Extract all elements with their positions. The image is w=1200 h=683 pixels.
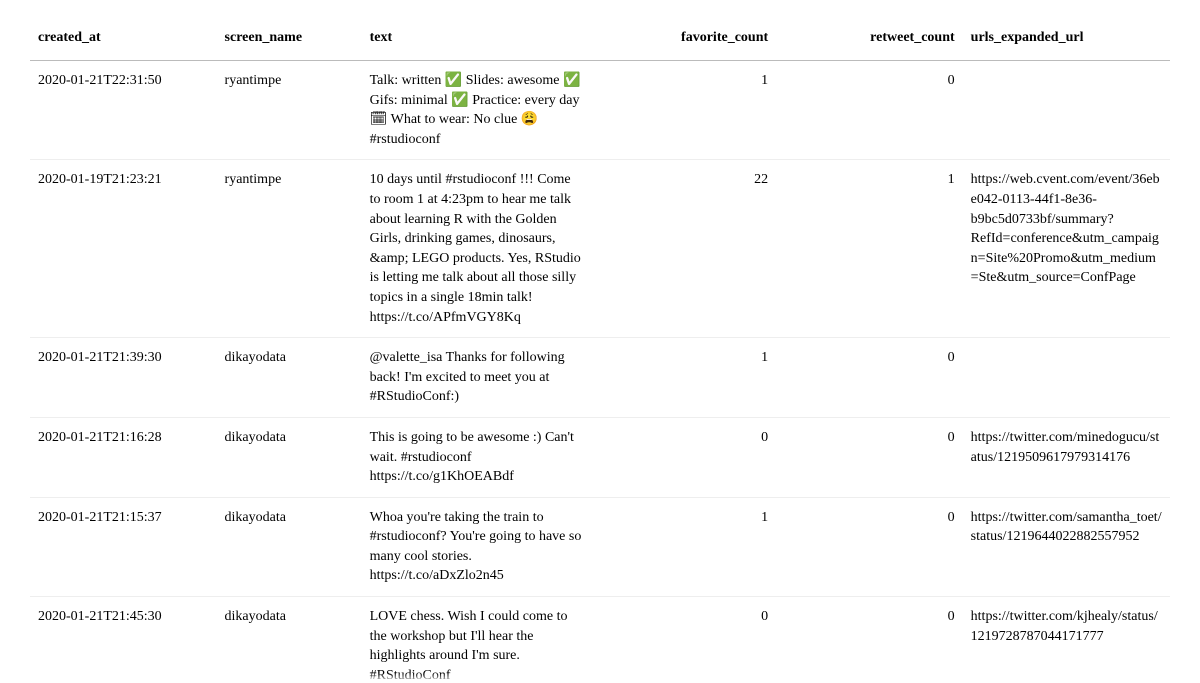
cell-url: https://web.cvent.com/event/36ebe042-011… — [963, 160, 1170, 338]
tweets-table: created_at screen_name text favorite_cou… — [30, 20, 1170, 683]
cell-retweet-count: 0 — [776, 597, 963, 683]
cell-text: @valette_isa Thanks for following back! … — [362, 338, 590, 418]
table-row: 2020-01-19T21:23:21 ryantimpe 10 days un… — [30, 160, 1170, 338]
cell-favorite-count: 0 — [590, 417, 777, 497]
cell-text: LOVE chess. Wish I could come to the wor… — [362, 597, 590, 683]
cell-url — [963, 61, 1170, 160]
cell-created-at: 2020-01-21T22:31:50 — [30, 61, 217, 160]
cell-text: This is going to be awesome :) Can't wai… — [362, 417, 590, 497]
cell-favorite-count: 1 — [590, 338, 777, 418]
cell-favorite-count: 0 — [590, 597, 777, 683]
cell-created-at: 2020-01-21T21:45:30 — [30, 597, 217, 683]
cell-url: https://twitter.com/kjhealy/status/12197… — [963, 597, 1170, 683]
cell-retweet-count: 1 — [776, 160, 963, 338]
cell-screen-name: ryantimpe — [217, 160, 362, 338]
cell-url: https://twitter.com/samantha_toet/status… — [963, 497, 1170, 596]
cell-favorite-count: 1 — [590, 497, 777, 596]
cell-url — [963, 338, 1170, 418]
cell-retweet-count: 0 — [776, 338, 963, 418]
table-row: 2020-01-21T21:16:28 dikayodata This is g… — [30, 417, 1170, 497]
cell-text: Whoa you're taking the train to #rstudio… — [362, 497, 590, 596]
cell-favorite-count: 1 — [590, 61, 777, 160]
cell-text: Talk: written ✅ Slides: awesome ✅ Gifs: … — [362, 61, 590, 160]
table-row: 2020-01-21T21:15:37 dikayodata Whoa you'… — [30, 497, 1170, 596]
cell-retweet-count: 0 — [776, 497, 963, 596]
cell-screen-name: dikayodata — [217, 417, 362, 497]
cell-text: 10 days until #rstudioconf !!! Come to r… — [362, 160, 590, 338]
cell-retweet-count: 0 — [776, 417, 963, 497]
cell-created-at: 2020-01-21T21:15:37 — [30, 497, 217, 596]
table-row: 2020-01-21T22:31:50 ryantimpe Talk: writ… — [30, 61, 1170, 160]
cell-screen-name: dikayodata — [217, 338, 362, 418]
cell-screen-name: dikayodata — [217, 597, 362, 683]
col-header-urls: urls_expanded_url — [963, 20, 1170, 61]
col-header-retweet-count: retweet_count — [776, 20, 963, 61]
cell-screen-name: ryantimpe — [217, 61, 362, 160]
cell-url: https://twitter.com/minedogucu/status/12… — [963, 417, 1170, 497]
col-header-favorite-count: favorite_count — [590, 20, 777, 61]
cell-favorite-count: 22 — [590, 160, 777, 338]
cell-screen-name: dikayodata — [217, 497, 362, 596]
cell-created-at: 2020-01-19T21:23:21 — [30, 160, 217, 338]
cell-created-at: 2020-01-21T21:39:30 — [30, 338, 217, 418]
cell-retweet-count: 0 — [776, 61, 963, 160]
table-row: 2020-01-21T21:45:30 dikayodata LOVE ches… — [30, 597, 1170, 683]
col-header-screen-name: screen_name — [217, 20, 362, 61]
table-row: 2020-01-21T21:39:30 dikayodata @valette_… — [30, 338, 1170, 418]
col-header-text: text — [362, 20, 590, 61]
table-header-row: created_at screen_name text favorite_cou… — [30, 20, 1170, 61]
col-header-created-at: created_at — [30, 20, 217, 61]
cell-created-at: 2020-01-21T21:16:28 — [30, 417, 217, 497]
